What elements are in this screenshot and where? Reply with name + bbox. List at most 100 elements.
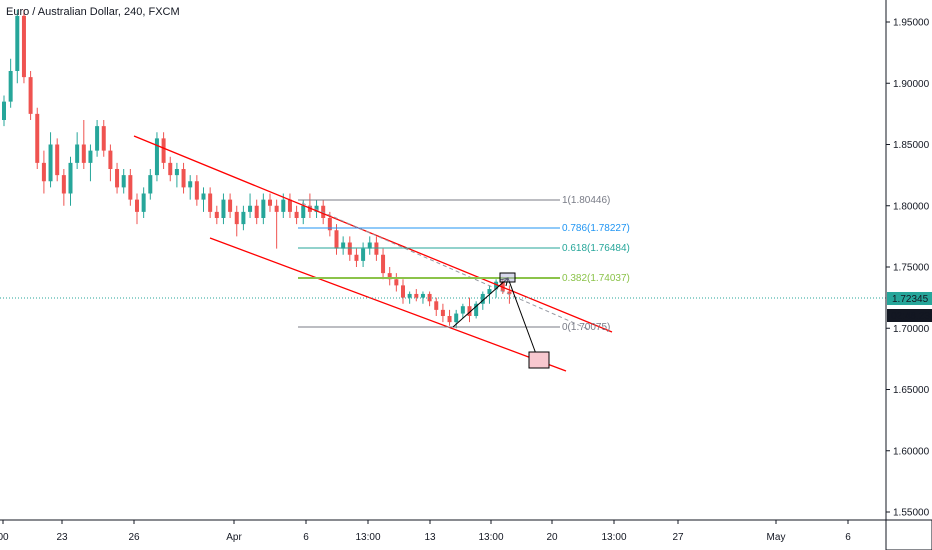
projection-up-line: [452, 277, 509, 328]
candle-body: [401, 285, 405, 298]
candle-body: [141, 193, 146, 212]
time-tick-label: 23: [56, 532, 68, 543]
candle-body: [334, 230, 339, 249]
candle-body: [8, 71, 13, 102]
candle-body: [254, 205, 259, 218]
fib-level-label: 0.786(1.78227): [562, 223, 630, 234]
candle-body: [55, 144, 60, 176]
candle-body: [221, 199, 226, 218]
candle-body: [314, 205, 319, 212]
time-tick-label: 20: [546, 532, 558, 543]
target-box[interactable]: [528, 351, 550, 369]
candle-body: [341, 242, 346, 249]
price-tick-label: 1.65000: [893, 385, 930, 396]
time-axis[interactable]: [0, 520, 886, 550]
candle-body: [48, 144, 53, 182]
candle-body: [454, 313, 459, 323]
candle-body: [128, 175, 133, 200]
candle-body: [301, 205, 306, 218]
price-axis[interactable]: [886, 0, 932, 550]
candle-body: [407, 293, 412, 298]
time-tick-label: 6: [845, 532, 851, 543]
candle-body: [420, 293, 425, 298]
price-tick-label: 1.90000: [893, 79, 930, 90]
candle-body: [234, 211, 239, 225]
candle-body: [294, 211, 299, 218]
price-tick-label: 1.75000: [893, 263, 930, 274]
candle-body: [241, 211, 246, 225]
candle-body: [95, 126, 100, 151]
candle-body: [354, 254, 359, 261]
candle-body: [28, 77, 33, 114]
channel-lower-line[interactable]: [209, 237, 567, 372]
candle-body: [248, 205, 253, 212]
candle-body: [181, 169, 186, 188]
candle-body: [108, 150, 113, 169]
candle-body: [121, 175, 126, 188]
candle-body: [15, 15, 20, 71]
candle-body: [201, 193, 206, 200]
axis-corner: [885, 519, 932, 550]
countdown-tag: [887, 309, 932, 322]
candle-body: [41, 162, 46, 182]
candle-body: [214, 211, 219, 218]
candle-body: [135, 199, 139, 212]
candle-body: [440, 309, 445, 316]
time-tick-label: 6: [303, 532, 309, 543]
price-tick-label: 1.80000: [893, 201, 930, 212]
candle-body: [287, 199, 292, 212]
candle-body: [261, 199, 266, 218]
time-tick-label: 00: [0, 532, 9, 543]
candle-body: [188, 181, 193, 188]
candle-body: [274, 205, 279, 212]
candle-body: [88, 150, 93, 163]
plot-area[interactable]: [0, 0, 886, 520]
candle-body: [208, 193, 213, 212]
fib-trend-line: [301, 202, 591, 331]
candle-body: [268, 199, 272, 206]
candle-body: [194, 181, 199, 200]
time-tick-label: 27: [672, 532, 684, 543]
candle-body: [487, 289, 492, 294]
candle-body: [174, 169, 179, 176]
price-tick-label: 1.70000: [893, 324, 930, 335]
fib-level-label: 1(1.80446): [562, 195, 610, 206]
candle-body: [381, 254, 386, 274]
candle-body: [61, 175, 66, 194]
candle-body: [361, 248, 366, 261]
candle-body: [168, 162, 173, 176]
time-tick-label: 13:00: [478, 532, 503, 543]
projection-down-line: [507, 277, 540, 363]
bar-countdown: 02:48:23: [891, 311, 930, 322]
current-price-tag: [887, 292, 932, 305]
time-tick-label: 13:00: [601, 532, 626, 543]
candle-body: [467, 306, 472, 316]
candle-body: [394, 279, 399, 286]
candle-body: [68, 162, 73, 194]
time-tick-label: 13:00: [355, 532, 380, 543]
fib-level-label: 0(1.70075): [562, 322, 610, 333]
fib-level-label: 0.382(1.74037): [562, 273, 630, 284]
current-price-value: 1.72345: [892, 294, 929, 305]
price-tick-label: 1.60000: [893, 446, 930, 457]
candle-body: [148, 175, 153, 194]
candle-body: [460, 306, 465, 314]
pivot-marker-box[interactable]: [499, 272, 516, 283]
time-tick-label: May: [767, 532, 786, 543]
candle-body: [2, 101, 6, 120]
chart-title: Euro / Australian Dollar, 240, FXCM: [6, 6, 180, 18]
fib-level-label: 0.618(1.76484): [562, 243, 630, 254]
candle-body: [161, 138, 166, 163]
candle-body: [374, 242, 379, 255]
candle-body: [154, 138, 159, 176]
candle-body: [81, 144, 86, 163]
candle-body: [414, 293, 419, 298]
candle-body: [474, 303, 479, 316]
candle-body: [281, 199, 286, 212]
candle-body: [447, 316, 452, 323]
candle-body: [494, 281, 499, 290]
time-tick-label: Apr: [226, 532, 242, 543]
candle-body: [101, 126, 106, 151]
